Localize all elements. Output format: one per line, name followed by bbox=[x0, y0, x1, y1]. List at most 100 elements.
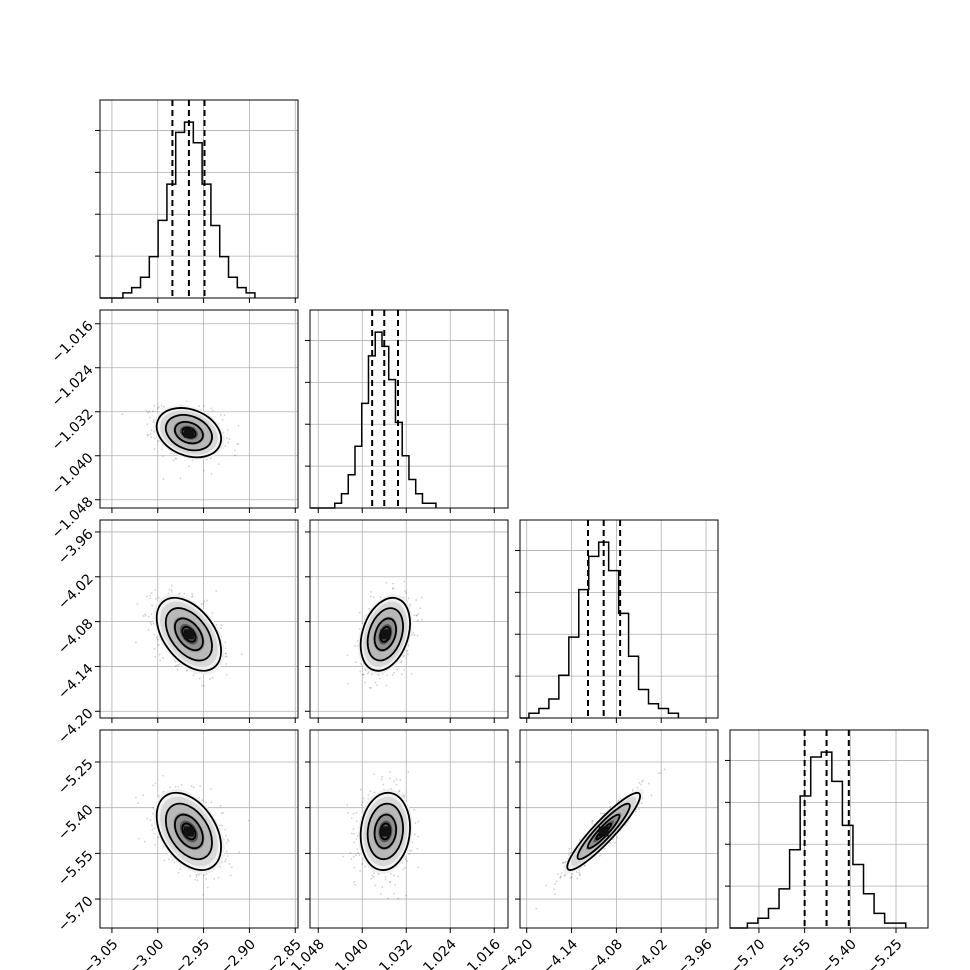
sample-point bbox=[407, 771, 410, 773]
sample-point bbox=[356, 640, 359, 642]
contour-0 bbox=[566, 791, 642, 871]
sample-point bbox=[385, 684, 388, 687]
x-tick-label-0-0: −3.05 bbox=[80, 936, 122, 970]
sample-point bbox=[359, 788, 362, 791]
x-tick-label-2-3: −4.02 bbox=[629, 936, 671, 970]
sample-point bbox=[229, 874, 232, 877]
sample-point bbox=[569, 877, 572, 879]
sample-point bbox=[579, 873, 581, 876]
sample-point bbox=[170, 591, 173, 593]
sample-point bbox=[160, 404, 163, 407]
density-2-1 bbox=[346, 580, 423, 689]
sample-point bbox=[370, 590, 372, 593]
sample-point bbox=[353, 866, 356, 869]
sample-point bbox=[151, 824, 153, 827]
sample-point bbox=[352, 812, 355, 815]
sample-point bbox=[416, 619, 419, 622]
contour-2 bbox=[373, 617, 398, 652]
sample-point bbox=[138, 837, 140, 840]
sample-point bbox=[211, 676, 214, 679]
sample-point bbox=[148, 410, 151, 413]
sample-point bbox=[554, 893, 556, 896]
sample-point bbox=[642, 779, 645, 782]
sample-point bbox=[152, 806, 155, 809]
sample-point bbox=[361, 862, 364, 865]
panel-frame bbox=[519, 519, 719, 719]
sample-point bbox=[359, 670, 362, 673]
sample-point bbox=[535, 907, 538, 910]
sample-point bbox=[417, 820, 420, 823]
sample-point bbox=[183, 592, 186, 595]
sample-point bbox=[560, 872, 563, 874]
panel-2-2 bbox=[515, 519, 719, 723]
sample-point bbox=[213, 878, 216, 880]
sample-point bbox=[389, 771, 391, 774]
sample-point bbox=[168, 588, 171, 591]
sample-point bbox=[592, 819, 594, 822]
sample-point bbox=[147, 615, 150, 618]
y-tick-label-3-3: −5.25 bbox=[55, 756, 97, 798]
sample-point bbox=[191, 459, 194, 462]
contour-1 bbox=[366, 802, 404, 861]
sample-point bbox=[195, 875, 198, 878]
sample-point bbox=[560, 875, 562, 877]
sample-point bbox=[578, 874, 581, 877]
sample-point bbox=[148, 416, 151, 419]
sample-point bbox=[224, 647, 227, 650]
sample-point bbox=[403, 580, 406, 583]
x-tick-label-2-1: −4.14 bbox=[540, 936, 582, 970]
sample-point bbox=[407, 644, 410, 647]
sample-point bbox=[636, 786, 639, 789]
sample-point bbox=[416, 614, 418, 617]
panel-3-3: −5.70 −5.55 −5.40 −5.25 bbox=[725, 729, 929, 970]
sample-point bbox=[370, 877, 372, 880]
sample-point bbox=[186, 400, 188, 403]
panel-frame bbox=[99, 309, 299, 509]
sample-point bbox=[230, 866, 233, 869]
sample-point bbox=[151, 828, 154, 831]
sample-point bbox=[228, 863, 231, 865]
sample-point bbox=[619, 797, 622, 800]
sample-point bbox=[215, 590, 218, 592]
sample-point bbox=[155, 636, 158, 639]
sample-point bbox=[152, 419, 155, 422]
sample-point bbox=[397, 790, 400, 793]
sample-point bbox=[640, 783, 643, 786]
sample-point bbox=[188, 465, 190, 468]
x-tick-label-1-1: −1.040 bbox=[324, 936, 372, 970]
sample-point bbox=[223, 414, 226, 417]
sample-point bbox=[224, 655, 227, 658]
sample-point bbox=[663, 768, 666, 771]
x-tick-label-0-2: −2.95 bbox=[172, 936, 214, 970]
sample-point bbox=[576, 877, 579, 880]
sample-point bbox=[150, 613, 153, 616]
sample-point bbox=[355, 854, 357, 857]
sample-point bbox=[362, 673, 365, 676]
sample-point bbox=[170, 589, 173, 592]
y-tick-label-2-3: −4.02 bbox=[55, 571, 97, 613]
sample-point bbox=[563, 861, 566, 864]
sample-point bbox=[409, 849, 411, 852]
panel-frame bbox=[309, 519, 509, 719]
sample-point bbox=[406, 653, 409, 656]
sample-point bbox=[373, 773, 375, 776]
sample-point bbox=[137, 802, 139, 805]
sample-point bbox=[199, 785, 202, 788]
sample-point bbox=[359, 870, 362, 872]
sample-point bbox=[559, 876, 562, 879]
sample-point bbox=[210, 801, 213, 804]
sample-point bbox=[226, 855, 229, 857]
panel-frame bbox=[519, 729, 719, 929]
y-tick-label-2-0: −4.20 bbox=[55, 706, 97, 748]
sample-point bbox=[557, 873, 560, 875]
sample-point bbox=[205, 599, 208, 602]
sample-point bbox=[144, 614, 147, 617]
sample-point bbox=[221, 418, 224, 421]
y-tick-label-3-2: −5.40 bbox=[55, 802, 97, 844]
sample-point bbox=[190, 596, 193, 599]
sample-point bbox=[136, 603, 139, 605]
sample-point bbox=[406, 860, 409, 862]
sample-point bbox=[346, 803, 349, 806]
sample-point bbox=[210, 407, 213, 410]
sample-point bbox=[153, 437, 156, 440]
